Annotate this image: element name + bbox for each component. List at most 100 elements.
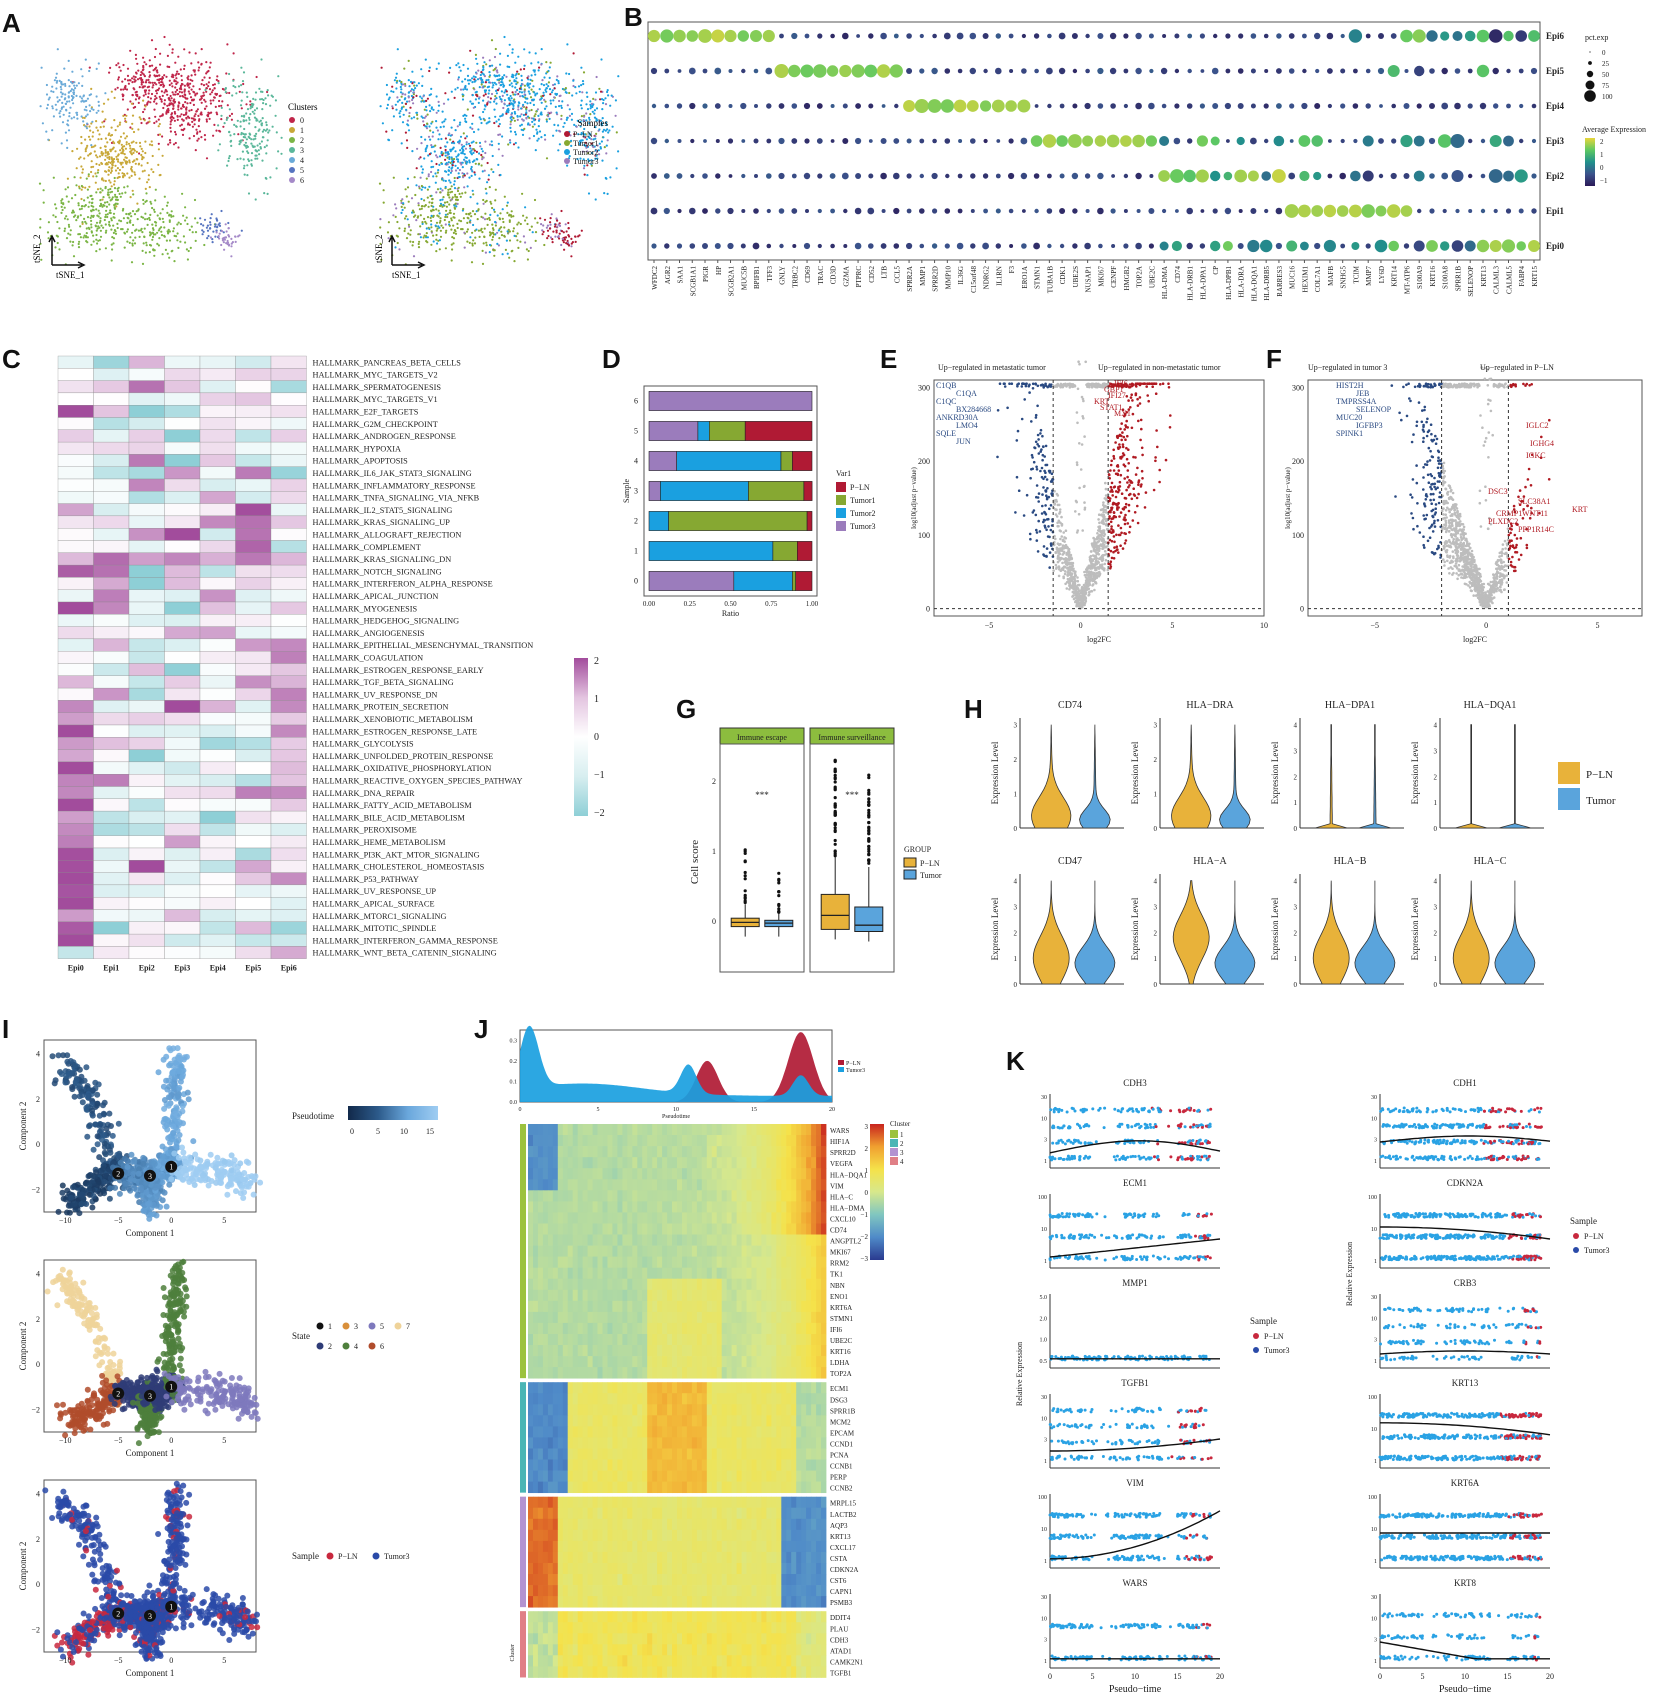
dotplot-dot [1260,239,1273,253]
volcano-point [1068,588,1071,591]
tsne-sample-point [432,234,435,237]
tsne-cluster-point [80,97,83,100]
tsne-sample-point [508,97,511,100]
tsne-sample-point [480,77,483,80]
tsne-sample-point [483,235,486,238]
heatmap-cell [199,786,236,799]
tsne-sample-point [508,83,511,87]
dotplot-dot [1123,68,1129,74]
tsne-sample-point [601,117,604,120]
tsne-sample-point [457,62,460,65]
tsne-cluster-point [239,120,242,123]
dotplot-dot [1059,243,1065,249]
tsne-cluster-point [160,100,163,103]
tsne-sample-point [520,79,523,82]
heatmap-cell [164,786,201,799]
tsne-sample-point [426,144,429,147]
tsne-sample-point [568,235,571,238]
dotplot-dot [1378,33,1384,39]
dotplot-dot [1186,207,1193,215]
dotplot-dot [1288,172,1296,180]
heatmap-cell [270,712,307,726]
heatmap-cell [164,884,201,898]
volcano-point [1079,468,1083,471]
heatmap-cell [57,749,94,763]
dotplot-dot [1327,103,1332,109]
tsne-sample-point [452,212,456,215]
sample-legend-label: Tumor2 [573,148,599,157]
dotplot-dot [1199,243,1206,249]
tsne-cluster-point [104,92,107,95]
pathway-label: HALLMARK_OXIDATIVE_PHOSPHORYLATION [313,764,492,773]
heatmap-cell [235,823,272,836]
tsne-cluster-point [206,224,209,227]
tsne-cluster-point [134,173,137,176]
tsne-sample-point [508,219,511,222]
dotplot-dot [1480,173,1486,179]
dotplot-dot [1046,67,1053,75]
tsne-sample-point [570,245,573,248]
tsne-cluster-point [52,214,55,217]
tsne-sample-point [415,111,419,114]
tsne-sample-point [435,162,438,166]
tsne-sample-point [560,104,563,107]
volcano-point [1119,544,1122,547]
tsne-cluster-point [125,212,128,216]
tsne-cluster-point [163,99,166,102]
heatmap-cell [93,737,130,750]
pathway-label: HALLMARK_COAGULATION [313,654,424,663]
tsne-sample-point [482,110,485,114]
tsne-sample-point [544,138,547,141]
tsne-sample-point [400,88,403,91]
tsne-cluster-point [165,75,168,78]
volcano-point [1131,519,1135,522]
tsne-cluster-point [38,182,42,185]
dotplot-dot [1097,172,1104,180]
tsne-sample-point [486,223,489,226]
heatmap-cell [235,798,272,812]
heatmap-cell [199,663,236,676]
dotplot-dot [1468,138,1473,144]
dotplot-dot [673,29,686,43]
tsne-sample-point [430,146,433,149]
tsne-sample-point [598,153,601,156]
tsne-cluster-point [217,82,220,85]
heatmap-cell [164,368,201,381]
dotplot-dot [1022,209,1026,213]
tsne-sample-point [555,231,558,234]
tsne-cluster-point [123,158,126,161]
tsne-cluster-point [254,135,257,138]
heatmap-cell [164,700,201,713]
tsne-sample-point [531,231,534,234]
tsne-cluster-point [205,120,208,123]
dotplot-dot [1110,208,1116,214]
tsne-cluster-point [207,81,210,84]
dotplot-dot [766,103,772,109]
tsne-sample-point [605,144,608,147]
tsne-sample-point [420,205,423,208]
heatmap-cell [57,614,94,627]
tsne-cluster-point [208,76,211,79]
dotplot-dot [753,208,759,214]
dotplot-dot [1123,103,1128,109]
dotplot-dot [1429,103,1435,109]
tsne-cluster-point [137,229,140,232]
dotplot-gene-label: MKI67 [1097,266,1105,287]
dotplot-dot [715,139,720,143]
tsne-sample-point [451,147,454,150]
heatmap-cell [270,392,307,406]
tsne-sample-point [418,208,421,211]
heatmap-cell [199,860,236,873]
dotplot-dot [647,29,661,43]
tsne-cluster-point [145,79,148,82]
tsne-cluster-point [118,219,121,222]
tsne-cluster-point [170,113,173,116]
tsne-cluster-point [184,206,187,209]
dotplot-dot [1211,67,1219,75]
tsne-sample-point [580,115,584,118]
tsne-sample-point [474,53,477,56]
tsne-sample-point [494,95,497,98]
dotplot-dot [1365,103,1371,109]
cluster-legend-label: 2 [300,136,304,145]
tsne-sample-point [583,173,586,176]
